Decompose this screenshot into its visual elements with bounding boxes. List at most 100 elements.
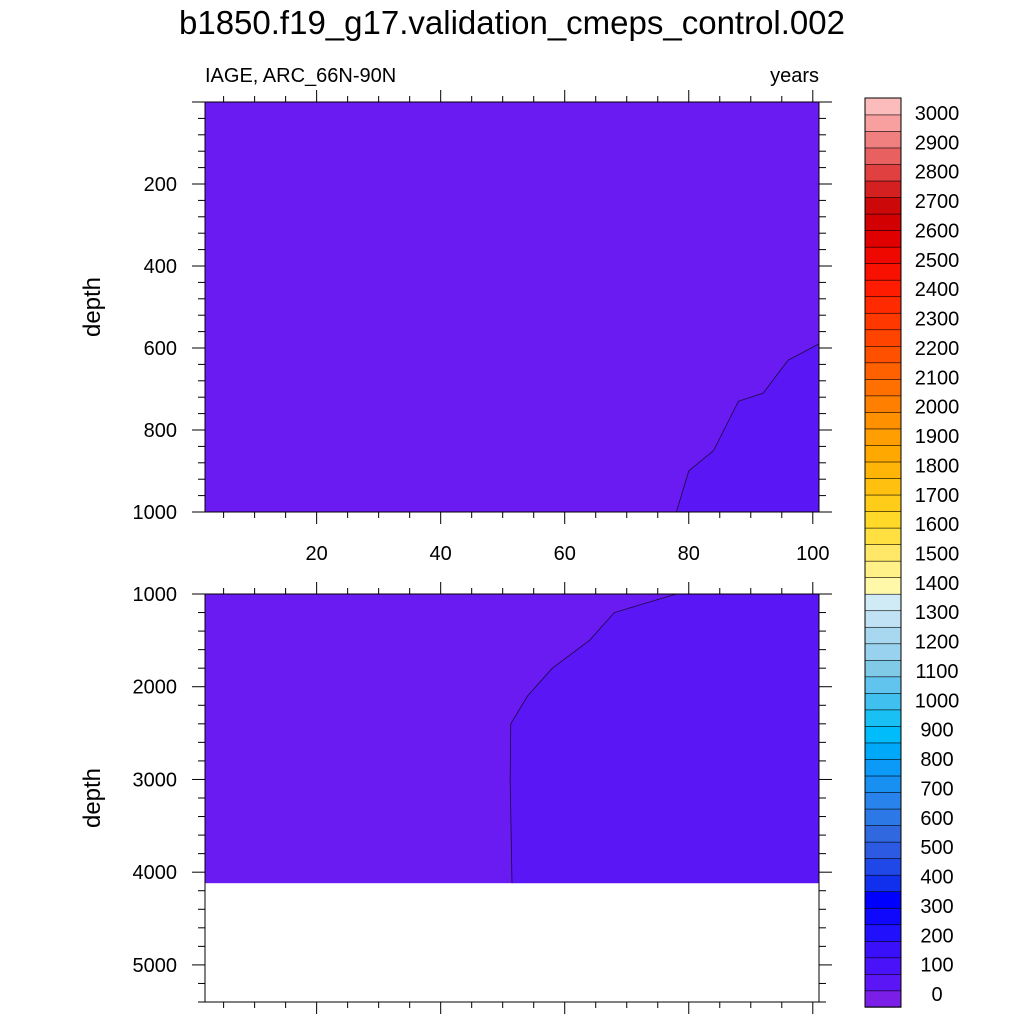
upper-panel: 200 400 600 800 1000 20 40 60 80 100 depth IAGE, AR… [79,65,832,565]
chart-title: b1850.f19_g17.validation_cmeps_control.0… [179,4,845,41]
y-tick-label: 3000 [133,769,178,791]
colorbar-swatch [864,990,902,1008]
colorbar-label: 700 [920,778,953,800]
panel-left-label: IAGE, ARC_66N-90N [205,65,396,87]
colorbar-label: 1900 [915,426,960,448]
colorbar-swatch [864,527,902,545]
colorbar-frame [864,97,902,1008]
y-tick-label: 1000 [133,584,178,606]
colorbar-swatch [864,957,902,975]
no-data-area [205,883,819,1002]
y-tick-label: 400 [144,256,177,278]
colorbar-label: 1600 [915,514,960,536]
colorbar-swatch [864,907,902,926]
colorbar-label: 200 [920,925,953,947]
y-tick-label: 5000 [133,955,178,977]
colorbar-label: 800 [920,749,953,771]
colorbar-label: 0 [931,984,942,1006]
colorbar-swatch [864,824,902,843]
colorbar-swatch [864,428,902,446]
colorbar-swatch [864,891,902,909]
colorbar-swatch [864,742,902,760]
colorbar-swatch [864,692,902,711]
colorbar-swatch [864,262,902,281]
colorbar-swatch [864,296,902,314]
y-tick-label: 600 [144,338,177,360]
colorbar-swatch [864,362,902,380]
colorbar-label: 1100 [915,661,958,683]
colorbar-label: 2800 [915,162,960,184]
colorbar-swatch [864,791,902,810]
colorbar-label: 2500 [915,250,960,272]
colorbar-label: 2900 [915,132,960,154]
colorbar-swatch [864,147,902,165]
colorbar-swatch [864,725,902,744]
colorbar-swatch [864,940,902,959]
colorbar-label: 1700 [915,485,960,507]
colorbar-swatch [864,345,902,364]
y-tick-label: 1000 [133,502,178,524]
colorbar-swatch [864,312,902,331]
colorbar-swatch [864,114,902,132]
colorbar-swatch [864,709,902,727]
colorbar-label: 2000 [915,397,960,419]
colorbar: 0 100 200 300 400 500 600 700 800 900 1000 1100 1200… [864,97,960,1008]
y-tick-label: 4000 [133,862,178,884]
colorbar-swatch [864,97,902,116]
colorbar-swatch [864,163,902,182]
colorbar-swatch [864,924,902,942]
colorbar-label: 2400 [915,279,960,301]
panel-right-label: years [770,65,819,87]
x-tick-label: 80 [678,543,700,565]
y-axis-label: depth [79,277,106,337]
colorbar-swatch [864,213,902,231]
x-tick-label: 100 [796,543,829,565]
colorbar-label: 900 [920,720,953,742]
colorbar-swatch [864,626,902,645]
colorbar-swatch [864,610,902,628]
colorbar-swatch [864,576,902,595]
y-tick-label: 800 [144,420,177,442]
colorbar-label: 300 [920,896,953,918]
colorbar-swatch [864,973,902,992]
colorbar-swatch [864,841,902,859]
colorbar-swatch [864,659,902,678]
colorbar-swatch [864,196,902,215]
colorbar-swatch [864,510,902,529]
colorbar-swatch [864,395,902,413]
contour-line-100 [675,343,820,513]
colorbar-swatch [864,130,902,149]
contour-line-100 [509,593,677,884]
y-axis-label: depth [79,768,106,828]
colorbar-swatch [864,775,902,793]
colorbar-swatch [864,229,902,248]
x-tick-label: 40 [430,543,452,565]
colorbar-label: 600 [920,808,953,830]
colorbar-swatch [864,676,902,694]
colorbar-swatch [864,593,902,612]
colorbar-label: 1400 [915,573,960,595]
colorbar-swatch [864,378,902,397]
colorbar-swatch [864,758,902,777]
colorbar-swatch [864,643,902,661]
y-tick-label: 2000 [133,677,178,699]
colorbar-swatch [864,411,902,430]
colorbar-label: 1200 [915,632,960,654]
colorbar-swatch [864,874,902,893]
colorbar-swatch [864,461,902,479]
colorbar-swatch [864,494,902,512]
x-tick-label: 20 [306,543,328,565]
colorbar-label: 2300 [915,309,960,331]
contour-fill-age-100-to-200 [676,343,819,512]
colorbar-swatch [864,329,902,347]
colorbar-swatch [864,857,902,876]
lower-panel: 1000 2000 3000 4000 5000 depth [79,582,832,1014]
colorbar-label: 2100 [915,367,960,389]
colorbar-swatch [864,246,902,264]
x-tick-label: 60 [554,543,576,565]
colorbar-swatch [864,543,902,562]
y-tick-label: 200 [144,174,177,196]
colorbar-swatch [864,560,902,578]
colorbar-label: 100 [920,955,953,977]
